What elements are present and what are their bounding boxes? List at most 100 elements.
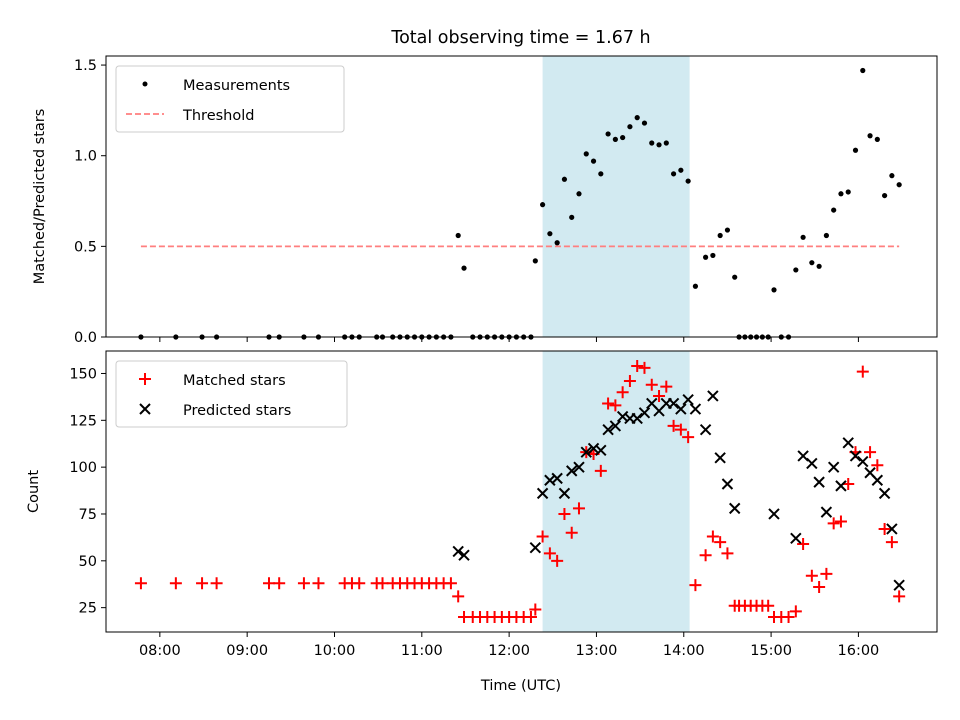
predicted-star-marker bbox=[820, 506, 833, 518]
predicted-star-marker bbox=[714, 452, 726, 464]
matched-star-marker bbox=[594, 464, 607, 477]
measurement-point bbox=[771, 287, 777, 293]
ratio-legend-frame bbox=[115, 65, 345, 133]
measurement-point bbox=[703, 254, 709, 260]
predicted-star-marker bbox=[689, 403, 702, 415]
predicted-star-marker bbox=[707, 390, 719, 402]
matched-star-marker bbox=[536, 530, 549, 543]
matched-star-marker bbox=[602, 397, 615, 410]
matched-star-marker bbox=[893, 590, 906, 603]
measurement-point bbox=[612, 136, 618, 142]
predicted-star-marker bbox=[721, 478, 734, 490]
matched-star-marker bbox=[797, 537, 810, 550]
measurement-point bbox=[620, 134, 626, 141]
observing-window-shading bbox=[542, 351, 690, 632]
matched-star-marker bbox=[631, 359, 644, 372]
matched-star-marker bbox=[623, 374, 636, 387]
measurement-point bbox=[896, 182, 902, 188]
predicted-star-marker bbox=[631, 412, 643, 425]
time-xtick-label: 13:00 bbox=[576, 643, 618, 659]
measurement-point bbox=[852, 147, 859, 153]
predicted-star-marker bbox=[893, 579, 905, 591]
ratio-ytick-label: 0.0 bbox=[74, 330, 97, 346]
predicted-star-marker bbox=[558, 487, 571, 500]
measurement-point bbox=[710, 252, 716, 259]
matched-star-marker bbox=[262, 577, 275, 590]
matched-star-marker bbox=[273, 577, 286, 590]
count-ytick-label: 100 bbox=[69, 460, 97, 476]
predicted-star-marker bbox=[602, 423, 614, 436]
measurement-point bbox=[793, 267, 799, 273]
measurement-point bbox=[569, 214, 575, 220]
ratio-ytick-label: 0.5 bbox=[74, 239, 97, 255]
legend-threshold-label: Threshold bbox=[182, 108, 254, 124]
measurement-point bbox=[874, 136, 880, 142]
predicted-star-marker bbox=[849, 450, 862, 462]
matched-star-marker bbox=[134, 577, 147, 590]
ratio-ytick-label: 1.5 bbox=[74, 58, 97, 74]
matched-star-marker bbox=[721, 547, 734, 560]
measurement-point bbox=[678, 167, 684, 173]
matched-star-marker bbox=[653, 389, 666, 402]
measurement-point bbox=[809, 260, 815, 266]
measurement-point bbox=[561, 176, 568, 182]
predicted-star-marker bbox=[806, 457, 818, 470]
measurement-point bbox=[455, 232, 461, 239]
measurement-point bbox=[717, 232, 723, 239]
matched-star-marker bbox=[782, 611, 795, 624]
legend-matched-label: Matched stars bbox=[183, 373, 286, 389]
matched-star-marker bbox=[524, 611, 537, 624]
matched-star-marker bbox=[297, 577, 310, 590]
predicted-star-marker bbox=[458, 549, 470, 561]
count-legend-frame bbox=[115, 360, 348, 428]
measurement-point bbox=[724, 227, 731, 233]
measurement-point bbox=[532, 258, 538, 264]
matched-star-marker bbox=[558, 507, 571, 520]
matched-star-marker bbox=[714, 536, 727, 549]
matched-star-marker bbox=[376, 577, 389, 590]
count-ytick-label: 125 bbox=[69, 413, 97, 429]
measurement-point bbox=[461, 265, 467, 271]
matched-star-marker bbox=[699, 549, 712, 562]
measurement-point bbox=[540, 202, 546, 208]
matched-star-marker bbox=[543, 547, 556, 560]
predicted-star-marker bbox=[871, 474, 884, 486]
measurement-point bbox=[590, 158, 597, 164]
ratio-legend: Measurements Threshold bbox=[115, 65, 345, 133]
time-xtick-label: 12:00 bbox=[488, 643, 530, 659]
predicted-star-marker bbox=[638, 407, 651, 419]
time-xtick-label: 09:00 bbox=[226, 643, 268, 659]
legend-measurements-marker bbox=[142, 81, 148, 87]
matched-star-marker bbox=[689, 579, 702, 592]
time-xtick-label: 11:00 bbox=[401, 643, 443, 659]
predicted-star-marker bbox=[595, 444, 607, 456]
matched-star-marker bbox=[572, 502, 585, 515]
count-axis-label: Count bbox=[26, 470, 42, 513]
predicted-star-marker bbox=[729, 502, 741, 515]
count-ytick-label: 75 bbox=[79, 507, 97, 523]
count-ytick-label: 150 bbox=[69, 366, 97, 382]
measurement-point bbox=[605, 131, 611, 137]
measurement-point bbox=[583, 151, 589, 157]
predicted-star-marker bbox=[699, 423, 712, 436]
measurement-point bbox=[656, 142, 662, 148]
measurement-point bbox=[845, 189, 851, 195]
predicted-star-marker bbox=[609, 420, 622, 432]
time-xtick-label: 10:00 bbox=[314, 643, 356, 659]
matched-star-marker bbox=[667, 419, 680, 432]
time-xtick-label: 15:00 bbox=[750, 643, 792, 659]
predicted-star-marker bbox=[842, 437, 854, 449]
matched-star-marker bbox=[674, 423, 687, 436]
time-xtick-label: 08:00 bbox=[139, 643, 181, 659]
measurement-point bbox=[692, 283, 699, 289]
matched-star-marker bbox=[353, 577, 366, 590]
measurement-point bbox=[641, 120, 648, 126]
count-panel-frame bbox=[105, 350, 938, 633]
predicted-star-marker bbox=[878, 487, 891, 500]
matched-star-marker bbox=[706, 530, 719, 543]
measurement-point bbox=[598, 171, 604, 177]
matched-star-marker bbox=[820, 567, 833, 580]
predicted-star-marker bbox=[813, 476, 825, 488]
measurement-point bbox=[882, 192, 888, 199]
